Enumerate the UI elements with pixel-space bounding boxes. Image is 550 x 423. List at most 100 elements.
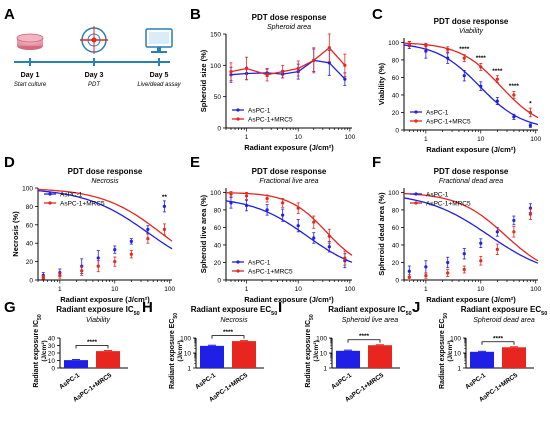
data-point	[281, 70, 285, 74]
y-tick-label: 10	[320, 351, 328, 358]
data-point	[343, 63, 347, 67]
data-point	[327, 46, 331, 50]
chart-subtitle: Spheroid dead area	[473, 317, 535, 324]
data-point	[479, 241, 483, 245]
data-point	[495, 247, 499, 251]
y-tick-label: 80	[392, 57, 400, 64]
chart-title: PDT dose response	[68, 167, 143, 176]
panel-letter-g: G	[4, 299, 16, 316]
data-point	[479, 65, 483, 69]
series-aspc-1	[403, 197, 539, 277]
y-tick-label: 80	[214, 207, 222, 214]
x-tick-label: 100	[344, 134, 355, 141]
x-axis-label: Radiant exposure (J/cm²)	[60, 295, 150, 304]
y-tick-label: 10	[184, 351, 192, 358]
data-point	[327, 61, 331, 65]
x-tick-label: 1	[424, 286, 428, 293]
timeline-day-1: Day 1	[21, 72, 40, 79]
bar	[502, 347, 526, 368]
legend-marker	[414, 119, 418, 123]
data-point	[495, 77, 499, 81]
chart-subtitle: Necrosis	[91, 178, 119, 185]
chart-title: Radiant exposure IC50	[56, 305, 139, 317]
laser-target-icon	[80, 26, 108, 54]
y-tick-label: 100	[210, 190, 221, 197]
data-point	[407, 42, 411, 46]
bar	[64, 360, 88, 368]
data-point	[446, 47, 450, 51]
series-aspc-1-mrc5	[229, 33, 347, 82]
legend-marker	[236, 269, 240, 273]
y-tick-label: 40	[214, 242, 222, 249]
y-tick-label: 100	[180, 336, 191, 343]
chart-h: Radiant exposure EC50Necrosis110100Radia…	[169, 305, 277, 404]
data-point	[265, 208, 269, 212]
timeline-day-3: Day 3	[85, 72, 104, 79]
bar	[200, 345, 224, 368]
data-point	[528, 124, 533, 128]
significance-label: ****	[476, 55, 487, 62]
timeline-label-1: Start culture	[14, 82, 47, 88]
y-tick-label: 60	[26, 222, 34, 229]
y-tick-label: 100	[388, 190, 399, 197]
timeline-label-3: PDT	[88, 82, 101, 88]
y-tick-label: 0	[29, 278, 33, 285]
data-point	[512, 115, 516, 119]
chart-title: Radiant exposure IC50	[328, 305, 411, 317]
data-point	[424, 44, 428, 48]
data-point	[407, 269, 411, 273]
chart-title: PDT dose response	[434, 17, 509, 26]
data-point	[462, 74, 466, 78]
x-tick-label: 10	[111, 286, 119, 293]
data-point	[281, 213, 285, 217]
data-point	[96, 264, 100, 268]
significance-bracket	[75, 345, 109, 349]
data-point	[146, 227, 150, 231]
y-tick-label: 1	[187, 366, 191, 373]
data-point	[495, 230, 499, 234]
data-point	[446, 271, 450, 275]
legend-marker	[414, 192, 418, 196]
legend-marker	[414, 201, 418, 205]
significance-label: ****	[492, 68, 503, 75]
data-point	[244, 66, 249, 71]
x-tick-label: 1	[424, 136, 428, 143]
panel-letter-a: A	[4, 6, 15, 23]
data-point	[296, 224, 300, 228]
data-point	[229, 201, 233, 205]
data-point	[41, 275, 45, 279]
chart-title: PDT dose response	[434, 167, 509, 176]
data-point	[244, 194, 249, 198]
y-tick-label: 100	[316, 336, 327, 343]
y-tick-label: 30	[48, 343, 56, 350]
fit-curve	[403, 192, 539, 262]
bar	[336, 350, 360, 368]
significance-label: ****	[359, 333, 370, 340]
data-point	[479, 84, 483, 88]
legend-label: AsPC-1+MRC5	[248, 117, 293, 124]
legend-label: AsPC-1+MRC5	[248, 269, 293, 276]
fit-curve	[225, 192, 353, 256]
significance-bracket	[347, 339, 381, 343]
data-point	[296, 206, 300, 210]
y-axis-label: Spheroid dead area (%)	[377, 192, 386, 276]
y-axis-unit: (J/cm²)	[447, 340, 454, 361]
fit-curve	[37, 188, 173, 242]
data-point	[343, 77, 347, 81]
y-tick-label: 20	[392, 110, 400, 117]
chart-subtitle: Spheroid area	[267, 24, 311, 31]
y-tick-label: 40	[26, 241, 34, 248]
x-tick-label: 10	[295, 134, 303, 141]
chart-title: PDT dose response	[252, 13, 327, 22]
y-tick-label: 20	[392, 260, 400, 267]
y-tick-label: 100	[22, 186, 33, 193]
y-tick-label: 1	[323, 366, 327, 373]
chart-subtitle: Viability	[86, 317, 110, 324]
data-point	[327, 234, 331, 238]
data-point	[244, 203, 249, 208]
x-tick-label: 100	[530, 286, 541, 293]
timeline-panel: Day 1 Start culture Day 3 PDT Day 5 Live…	[14, 26, 182, 88]
category-label: AsPC-1	[58, 372, 81, 391]
